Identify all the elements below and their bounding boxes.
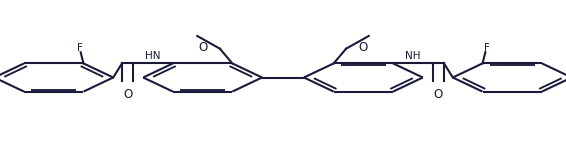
Text: NH: NH (405, 51, 421, 61)
Text: F: F (76, 43, 83, 53)
Text: F: F (483, 43, 490, 53)
Text: O: O (434, 88, 443, 101)
Text: O: O (198, 41, 208, 54)
Text: methoxy: methoxy (183, 33, 190, 34)
Text: HN: HN (145, 51, 161, 61)
Text: O: O (123, 88, 132, 101)
Text: O: O (358, 41, 368, 54)
